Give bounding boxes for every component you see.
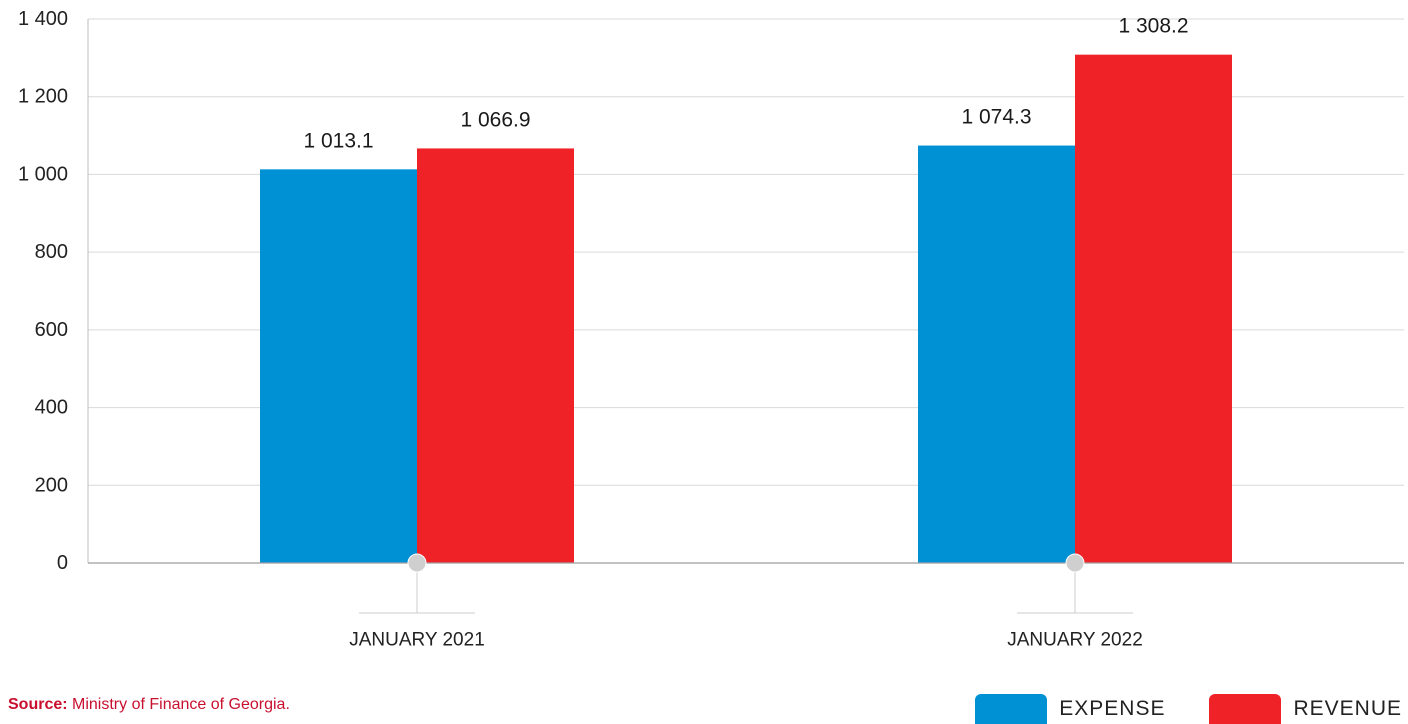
y-axis-tick-labels: 0 200 400 600 800 1 000 1 200 1 400 [18,8,68,574]
y-tick-label: 1 400 [18,8,68,30]
y-tick-label: 600 [35,319,68,341]
legend-swatch-expense [975,694,1048,724]
bar-revenue [417,148,574,563]
source-prefix: Source: [8,696,68,713]
category-marker [1065,553,1085,573]
legend-item-revenue: REVENUE [1209,694,1402,724]
y-tick-label: 400 [35,397,68,419]
category-marker [407,553,427,573]
legend-item-expense: EXPENSE [975,694,1165,724]
data-label: 1 013.1 [303,129,373,152]
legend: EXPENSE REVENUE [975,694,1402,724]
bar-expense [918,145,1075,563]
legend-swatch-revenue [1209,694,1282,724]
data-label: 1 308.2 [1118,15,1188,38]
source-text: Ministry of Finance of Georgia. [67,696,290,713]
legend-label-expense: EXPENSE [1059,697,1166,720]
y-tick-label: 200 [35,474,68,496]
source-note: Source: Ministry of Finance of Georgia. [8,696,290,714]
bar-revenue [1075,54,1232,563]
bar-expense [260,169,417,563]
y-tick-label: 800 [35,241,68,263]
y-tick-label: 0 [57,552,68,574]
data-labels: 1 013.1 1 066.9 1 074.3 1 308.2 [303,15,1188,153]
data-label: 1 066.9 [460,108,530,131]
y-tick-label: 1 200 [18,86,68,108]
x-category-label: JANUARY 2022 [1007,630,1143,651]
legend-label-revenue: REVENUE [1293,697,1402,720]
bars [260,54,1232,563]
x-axis: JANUARY 2021 JANUARY 2022 [87,19,1404,651]
y-tick-label: 1 000 [18,163,68,185]
data-label: 1 074.3 [961,106,1031,129]
x-category-label: JANUARY 2021 [349,630,485,651]
